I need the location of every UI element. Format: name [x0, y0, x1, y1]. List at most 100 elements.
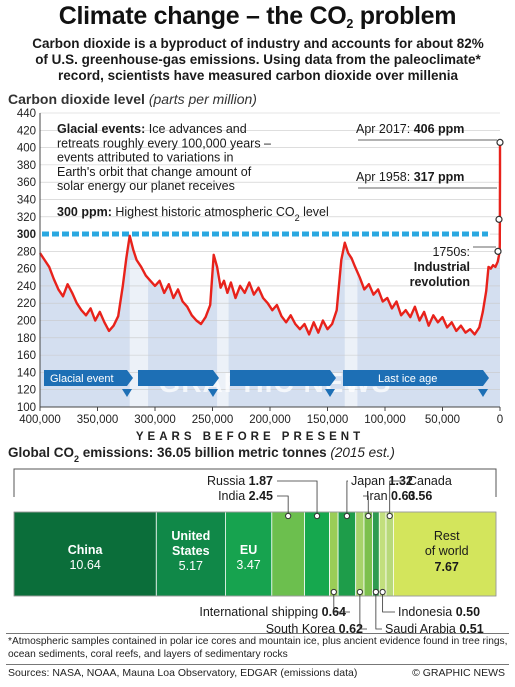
y-tick-label: 240: [17, 281, 36, 293]
emissions-title: Global CO2 emissions: 36.05 billion metr…: [8, 445, 395, 464]
glacial-line-1: Ice advances and: [145, 122, 247, 136]
india-leader: [277, 495, 289, 516]
sources-divider: [6, 664, 509, 665]
glacial-event-label: Glacial event: [50, 373, 114, 385]
glacial-event-arrow-1: [44, 370, 133, 386]
y-tick-label: 320: [17, 212, 36, 224]
eu-label: EU: [240, 543, 257, 557]
canada-value: 0.56: [408, 489, 432, 503]
china-value: 10.64: [69, 558, 100, 572]
last-ice-age-label: Last ice age: [378, 373, 437, 385]
x-tick-label: 300,000: [134, 414, 176, 426]
shipping-leader: [333, 592, 350, 613]
down-arrow-1: [122, 389, 132, 397]
glacial-note-line: retreats roughly every 100,000 years –: [57, 136, 271, 150]
apr-2017-marker: [496, 138, 504, 146]
y-tick-label: 300: [17, 229, 36, 241]
y-tick-label: 440: [17, 108, 36, 120]
iran-value: 0.63: [391, 489, 415, 503]
industrial-label-1: Industrial: [414, 260, 470, 274]
glacial-note-line: events attributed to variations in: [57, 151, 234, 165]
saudi-arabia-label: Saudi Arabia 0.51: [385, 622, 484, 636]
emission-bar-outline: [13, 511, 497, 597]
us-value: 5.17: [179, 559, 203, 573]
emission-bar-canada: [385, 511, 394, 597]
south-korea-name: South Korea: [266, 622, 339, 636]
japan-leader: [346, 480, 348, 516]
glacial-events-bold: Glacial events:: [57, 122, 145, 136]
emissions-bracket: [13, 468, 497, 497]
down-arrow-2: [208, 389, 218, 397]
emission-bar-saudi-arabia: [372, 511, 380, 597]
emissions-bar-chart: Global CO2 emissions: 36.05 billion metr…: [8, 445, 497, 636]
y-tick-label: 360: [17, 177, 36, 189]
industrial-label-2: revolution: [410, 275, 470, 289]
down-arrow-4: [478, 389, 488, 397]
saudi-arabia-name: Saudi Arabia: [385, 622, 459, 636]
y-tick-label: 180: [17, 333, 36, 345]
last-ice-age-arrow: [343, 370, 489, 386]
threshold-label-bold: 300 ppm:: [57, 205, 112, 219]
emission-bar-russia: [304, 511, 330, 597]
threshold-label-text: Highest historic atmospheric CO: [112, 205, 295, 219]
emission-bar-china: [13, 511, 157, 597]
iran-marker: [365, 512, 372, 520]
intro-text: Carbon dioxide is a byproduct of industr…: [8, 36, 508, 84]
y-tick-label: 140: [17, 367, 36, 379]
co2-title: Carbon dioxide level: [8, 91, 145, 107]
glacial-note-line: solar energy our planet receives: [57, 179, 235, 193]
saudi-arabia-leader: [375, 592, 382, 630]
x-tick-label: 0: [497, 414, 503, 426]
y-tick-label: 200: [17, 316, 36, 328]
footnote-divider: [6, 633, 509, 634]
russia-name: Russia: [207, 474, 249, 488]
apr1958-value: 317 ppm: [414, 170, 465, 184]
emissions-title-note: (2015 est.): [327, 445, 395, 460]
glacial-event-arrow-3: [230, 370, 336, 386]
shipping-name: International shipping: [199, 605, 321, 619]
china-label: China: [68, 543, 104, 557]
x-tick-label: 50,000: [425, 414, 460, 426]
footnote: *Atmospheric samples contained in polar …: [8, 636, 508, 660]
indonesia-leader: [382, 592, 395, 613]
south-korea-value: 0.62: [339, 622, 363, 636]
co2-line: [39, 142, 502, 336]
eu-value: 3.47: [236, 558, 260, 572]
russia-value: 1.87: [249, 474, 273, 488]
y-tick-label: 260: [17, 264, 36, 276]
japan-marker: [343, 512, 351, 520]
row-value: 7.67: [435, 560, 459, 574]
y-tick-label: 160: [17, 350, 36, 362]
india-marker: [285, 512, 292, 520]
glacial-event-arrow-2: [138, 370, 219, 386]
apr2017-value: 406 ppm: [414, 122, 465, 136]
india-value: 2.45: [249, 489, 273, 503]
y-tick-label: 380: [17, 160, 36, 172]
threshold-label-sub: 2: [295, 213, 300, 223]
us-label-1: United: [171, 529, 210, 543]
x-tick-label: 200,000: [249, 414, 291, 426]
canada-name: Canada: [408, 474, 452, 488]
apr-2017-label: Apr 2017: 406 ppm: [356, 122, 464, 136]
emission-bar-indonesia: [378, 511, 387, 597]
x-tick-label: 350,000: [77, 414, 119, 426]
y-tick-label: 120: [17, 385, 36, 397]
co2-section-title: Carbon dioxide level (parts per million): [8, 91, 257, 107]
x-axis-title: YEARS BEFORE PRESENT: [136, 431, 364, 443]
indonesia-name: Indonesia: [398, 605, 456, 619]
indonesia-value: 0.50: [456, 605, 480, 619]
india-label: India 2.45: [218, 489, 273, 503]
apr2017-prefix: Apr 2017:: [356, 122, 414, 136]
emissions-title-pre: Global CO: [8, 445, 74, 460]
iran-label: Iran 0.63: [366, 489, 415, 503]
emission-bar-india: [271, 511, 305, 597]
y-tick-label: 400: [17, 143, 36, 155]
shipping-marker: [330, 588, 337, 596]
down-arrow-3: [325, 389, 335, 397]
iran-leader: [363, 495, 369, 516]
apr-1958-marker: [495, 215, 503, 223]
threshold-label-post: level: [300, 205, 329, 219]
emissions-title-post: emissions: 36.05 billion metric tonnes: [79, 445, 327, 460]
emission-bar-rest-of-world: [392, 511, 497, 597]
saudi-arabia-marker: [372, 588, 379, 596]
